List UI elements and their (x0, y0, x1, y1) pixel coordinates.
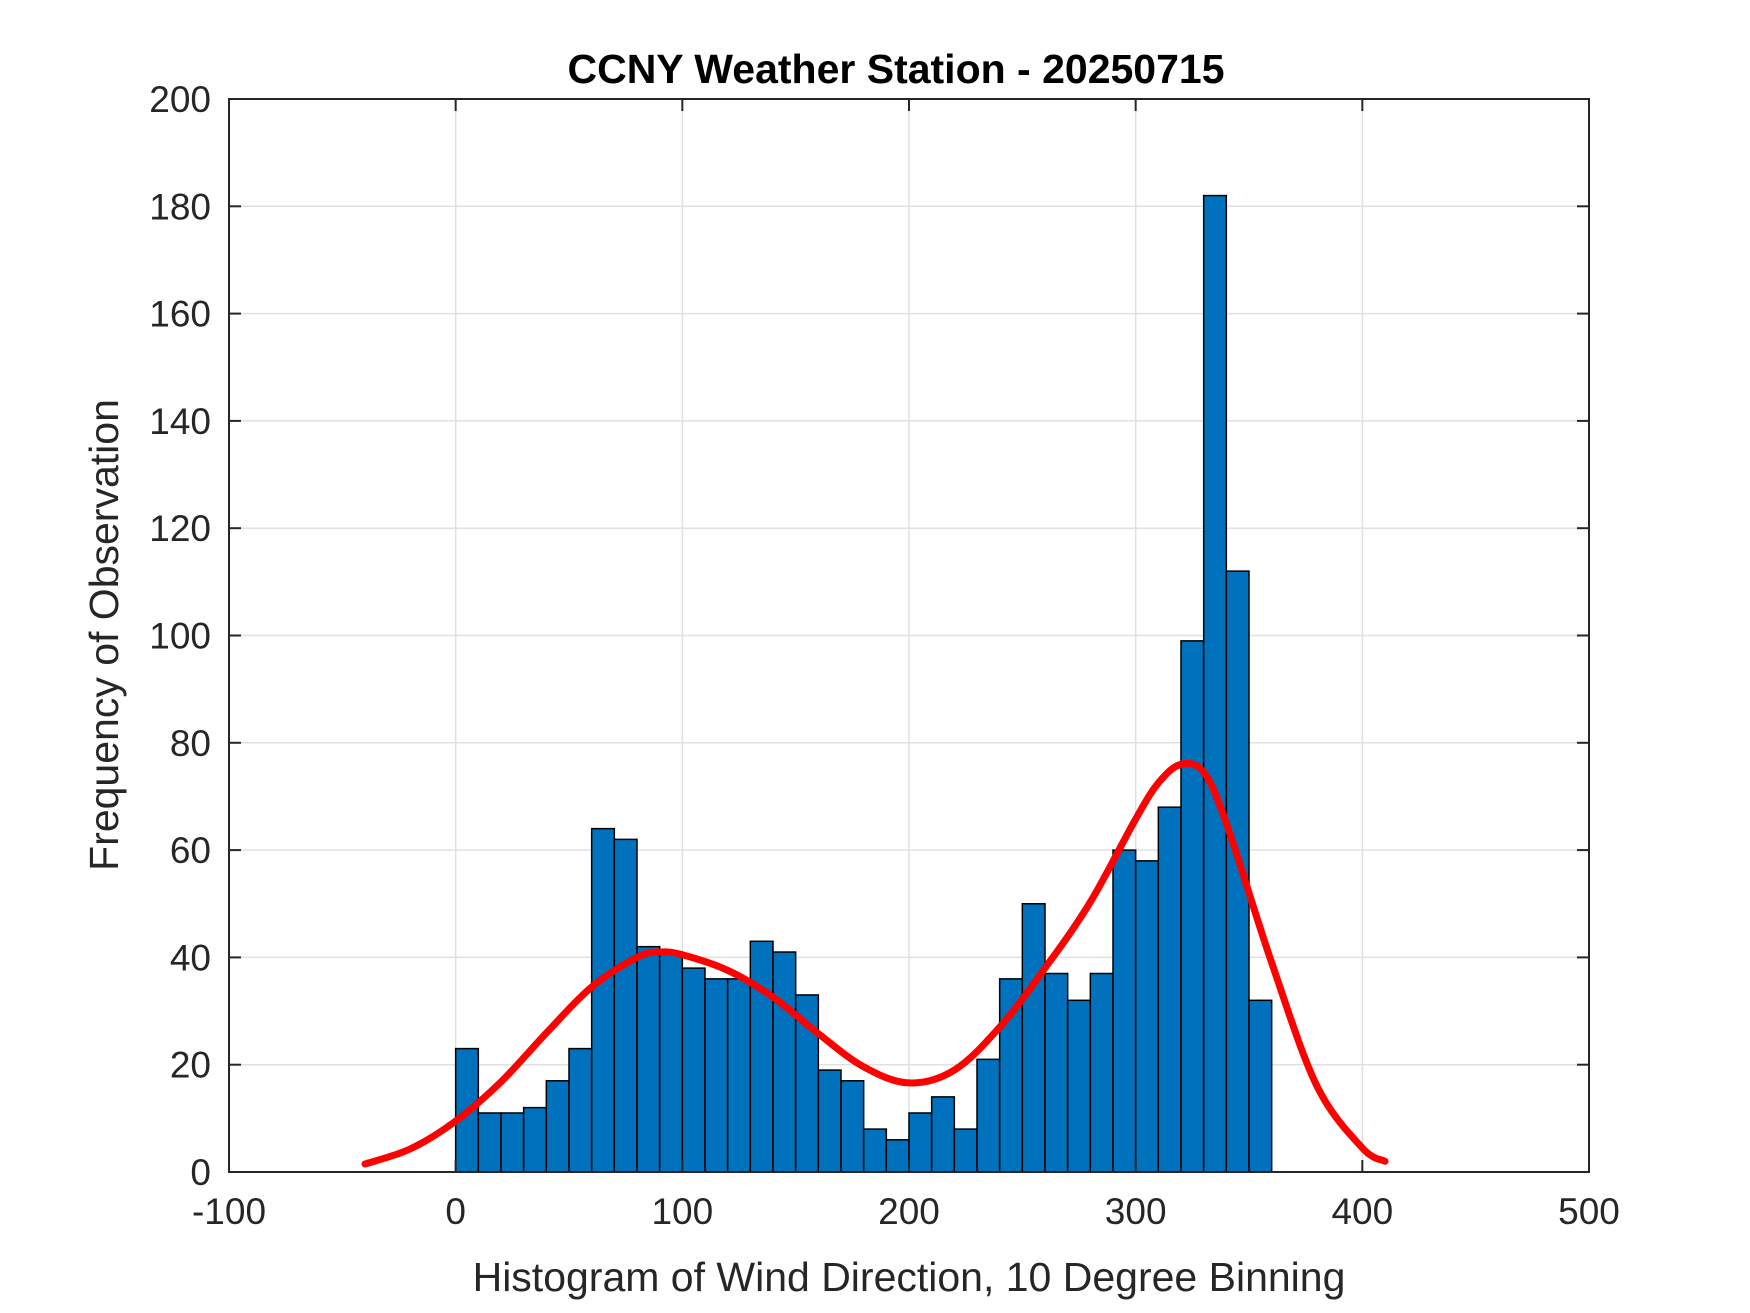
histogram-bar (885, 1139, 910, 1173)
histogram-bar (1112, 849, 1137, 1173)
histogram-bar (862, 1128, 888, 1173)
histogram-bar (658, 951, 684, 1173)
histogram-bar (749, 940, 774, 1173)
histogram-bar (500, 1112, 525, 1173)
histogram-bar (908, 1112, 933, 1173)
histogram-bar (1066, 999, 1092, 1173)
histogram-bar (953, 1128, 978, 1173)
fit-curve-group (361, 759, 1389, 1168)
y-tick-label: 180 (149, 186, 211, 227)
y-tick-label: 40 (170, 937, 211, 978)
histogram-bar (1134, 860, 1160, 1173)
histogram-bar (522, 1106, 548, 1173)
y-tick-label: 200 (149, 79, 211, 120)
fit-curve-line (361, 759, 1389, 1168)
x-tick-label: 0 (445, 1191, 466, 1232)
y-tick-label: 60 (170, 830, 211, 871)
histogram-bar (704, 978, 729, 1173)
y-tick-label: 0 (190, 1152, 211, 1193)
x-axis-label: Histogram of Wind Direction, 10 Degree B… (473, 1254, 1346, 1300)
x-tick-label: 500 (1558, 1191, 1620, 1232)
histogram-bar (1044, 972, 1069, 1173)
x-tick-label: 400 (1331, 1191, 1393, 1232)
chart-title: CCNY Weather Station - 20250715 (567, 46, 1224, 92)
histogram-bar (590, 827, 616, 1173)
histogram-bar (477, 1112, 502, 1173)
x-tick-labels: -100 0 100 200 300 400 500 (192, 1191, 1620, 1232)
histogram-bar (1021, 903, 1046, 1173)
histogram-bar (840, 1080, 865, 1173)
histogram-bar (930, 1096, 956, 1173)
histogram-bar (1089, 972, 1114, 1173)
y-tick-label: 20 (170, 1045, 211, 1086)
y-tick-label: 120 (149, 508, 211, 549)
histogram-bar (613, 838, 638, 1173)
x-tick-label: -100 (192, 1191, 266, 1232)
y-tick-label: 160 (149, 294, 211, 335)
histogram-bar (772, 951, 797, 1173)
histogram-bar (568, 1047, 593, 1173)
y-tick-label: 80 (170, 723, 211, 764)
y-tick-labels: 0 20 40 60 80 100 120 140 160 180 200 (149, 79, 211, 1193)
histogram-bar (976, 1058, 1001, 1173)
histogram-bar (636, 945, 661, 1173)
x-tick-label: 100 (651, 1191, 713, 1232)
histogram-bar (1202, 194, 1228, 1173)
y-axis-label: Frequency of Observation (81, 399, 127, 871)
y-tick-label: 100 (149, 616, 211, 657)
histogram-bar (1248, 999, 1273, 1173)
histogram-bar (545, 1080, 570, 1173)
histogram-bar (1157, 806, 1182, 1173)
y-tick-label: 140 (149, 401, 211, 442)
x-tick-label: 200 (878, 1191, 940, 1232)
histogram-bar (817, 1069, 842, 1173)
histogram-bar (726, 978, 752, 1173)
x-tick-label: 300 (1105, 1191, 1167, 1232)
axis-ticks (228, 98, 1590, 1173)
histogram-bar (1180, 640, 1205, 1173)
histogram-bar (681, 967, 706, 1173)
